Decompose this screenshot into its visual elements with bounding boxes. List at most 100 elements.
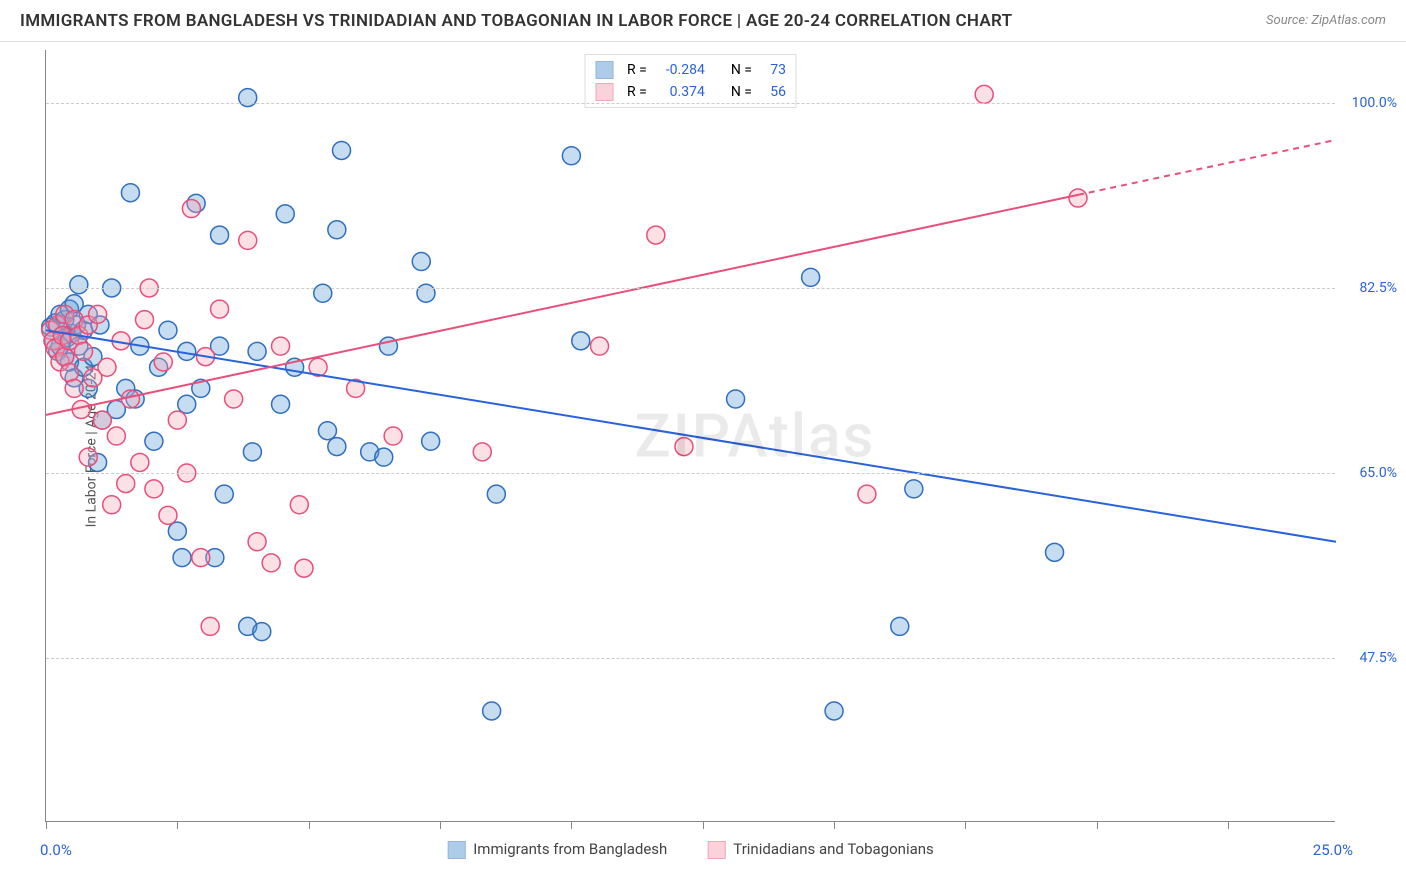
legend-label: Trinidadians and Tobagonians [733,840,933,858]
data-point [70,276,88,294]
data-point [295,559,313,577]
data-point [483,702,501,720]
gridline [46,288,1335,289]
data-point [168,522,186,540]
data-point [318,422,336,440]
x-tick [965,821,966,829]
data-point [239,89,257,107]
x-tick [571,821,572,829]
data-point [253,623,271,641]
x-tick [309,821,310,829]
data-point [314,284,332,302]
data-point [154,353,172,371]
data-point [98,358,116,376]
legend-label: Immigrants from Bangladesh [473,840,667,858]
data-point [168,411,186,429]
data-point [328,221,346,239]
data-point [802,268,820,286]
data-point [239,231,257,249]
data-point [384,427,402,445]
data-point [75,342,93,360]
y-tick-label: 82.5% [1341,280,1397,296]
n-label: N = [731,62,752,78]
series-legend: Immigrants from Bangladesh Trinidadians a… [447,840,934,859]
data-point [272,337,290,355]
data-point [117,475,135,493]
data-point [905,480,923,498]
data-point [417,284,435,302]
y-tick-label: 47.5% [1341,650,1397,666]
data-point [727,390,745,408]
data-point [1069,189,1087,207]
data-point [79,448,97,466]
x-tick [703,821,704,829]
data-point [248,342,266,360]
y-tick-label: 100.0% [1341,95,1397,111]
data-point [243,443,261,461]
legend-swatch [595,61,613,79]
data-point [145,480,163,498]
data-point [107,427,125,445]
data-point [262,554,280,572]
data-point [290,496,308,514]
data-point [178,395,196,413]
x-axis-start-label: 0.0% [40,841,72,859]
chart-title: IMMIGRANTS FROM BANGLADESH VS TRINIDADIA… [20,11,1012,31]
data-point [487,485,505,503]
data-point [412,253,430,271]
r-value: -0.284 [653,62,705,78]
r-value: 0.374 [653,84,705,100]
data-point [422,432,440,450]
title-bar: IMMIGRANTS FROM BANGLADESH VS TRINIDADIA… [0,0,1406,42]
data-point [215,485,233,503]
x-tick [46,821,47,829]
data-point [675,438,693,456]
data-point [473,443,491,461]
legend-item: Trinidadians and Tobagonians [707,840,933,859]
correlation-legend: R =-0.284N =73R =0.374N =56 [584,54,797,108]
data-point [103,496,121,514]
data-point [136,311,154,329]
trend-line [46,330,1336,542]
x-tick [440,821,441,829]
gridline [46,658,1335,659]
x-axis-end-label: 25.0% [1313,841,1353,859]
legend-item: Immigrants from Bangladesh [447,840,667,859]
data-point [192,549,210,567]
gridline [46,103,1335,104]
data-point [647,226,665,244]
data-point [562,147,580,165]
data-point [333,141,351,159]
x-tick [177,821,178,829]
data-point [248,533,266,551]
data-point [131,453,149,471]
n-value: 56 [758,84,786,100]
data-point [328,438,346,456]
legend-swatch [707,841,725,859]
chart-container: IMMIGRANTS FROM BANGLADESH VS TRINIDADIA… [0,0,1406,892]
data-point [121,184,139,202]
data-point [145,432,163,450]
data-point [173,549,191,567]
plot-area: ZIPAtlas R =-0.284N =73R =0.374N =56 Imm… [45,50,1335,822]
data-point [159,506,177,524]
data-point [93,411,111,429]
data-point [891,617,909,635]
data-point [182,200,200,218]
data-point [858,485,876,503]
trend-line [46,195,1078,415]
data-point [375,448,393,466]
plot-svg [46,50,1335,821]
x-tick [834,821,835,829]
n-label: N = [731,84,752,100]
n-value: 73 [758,62,786,78]
data-point [276,205,294,223]
correlation-row: R =-0.284N =73 [595,59,786,81]
data-point [975,85,993,103]
legend-swatch [447,841,465,859]
y-tick-label: 65.0% [1341,465,1397,481]
data-point [89,305,107,323]
data-point [825,702,843,720]
data-point [272,395,290,413]
data-point [201,617,219,635]
